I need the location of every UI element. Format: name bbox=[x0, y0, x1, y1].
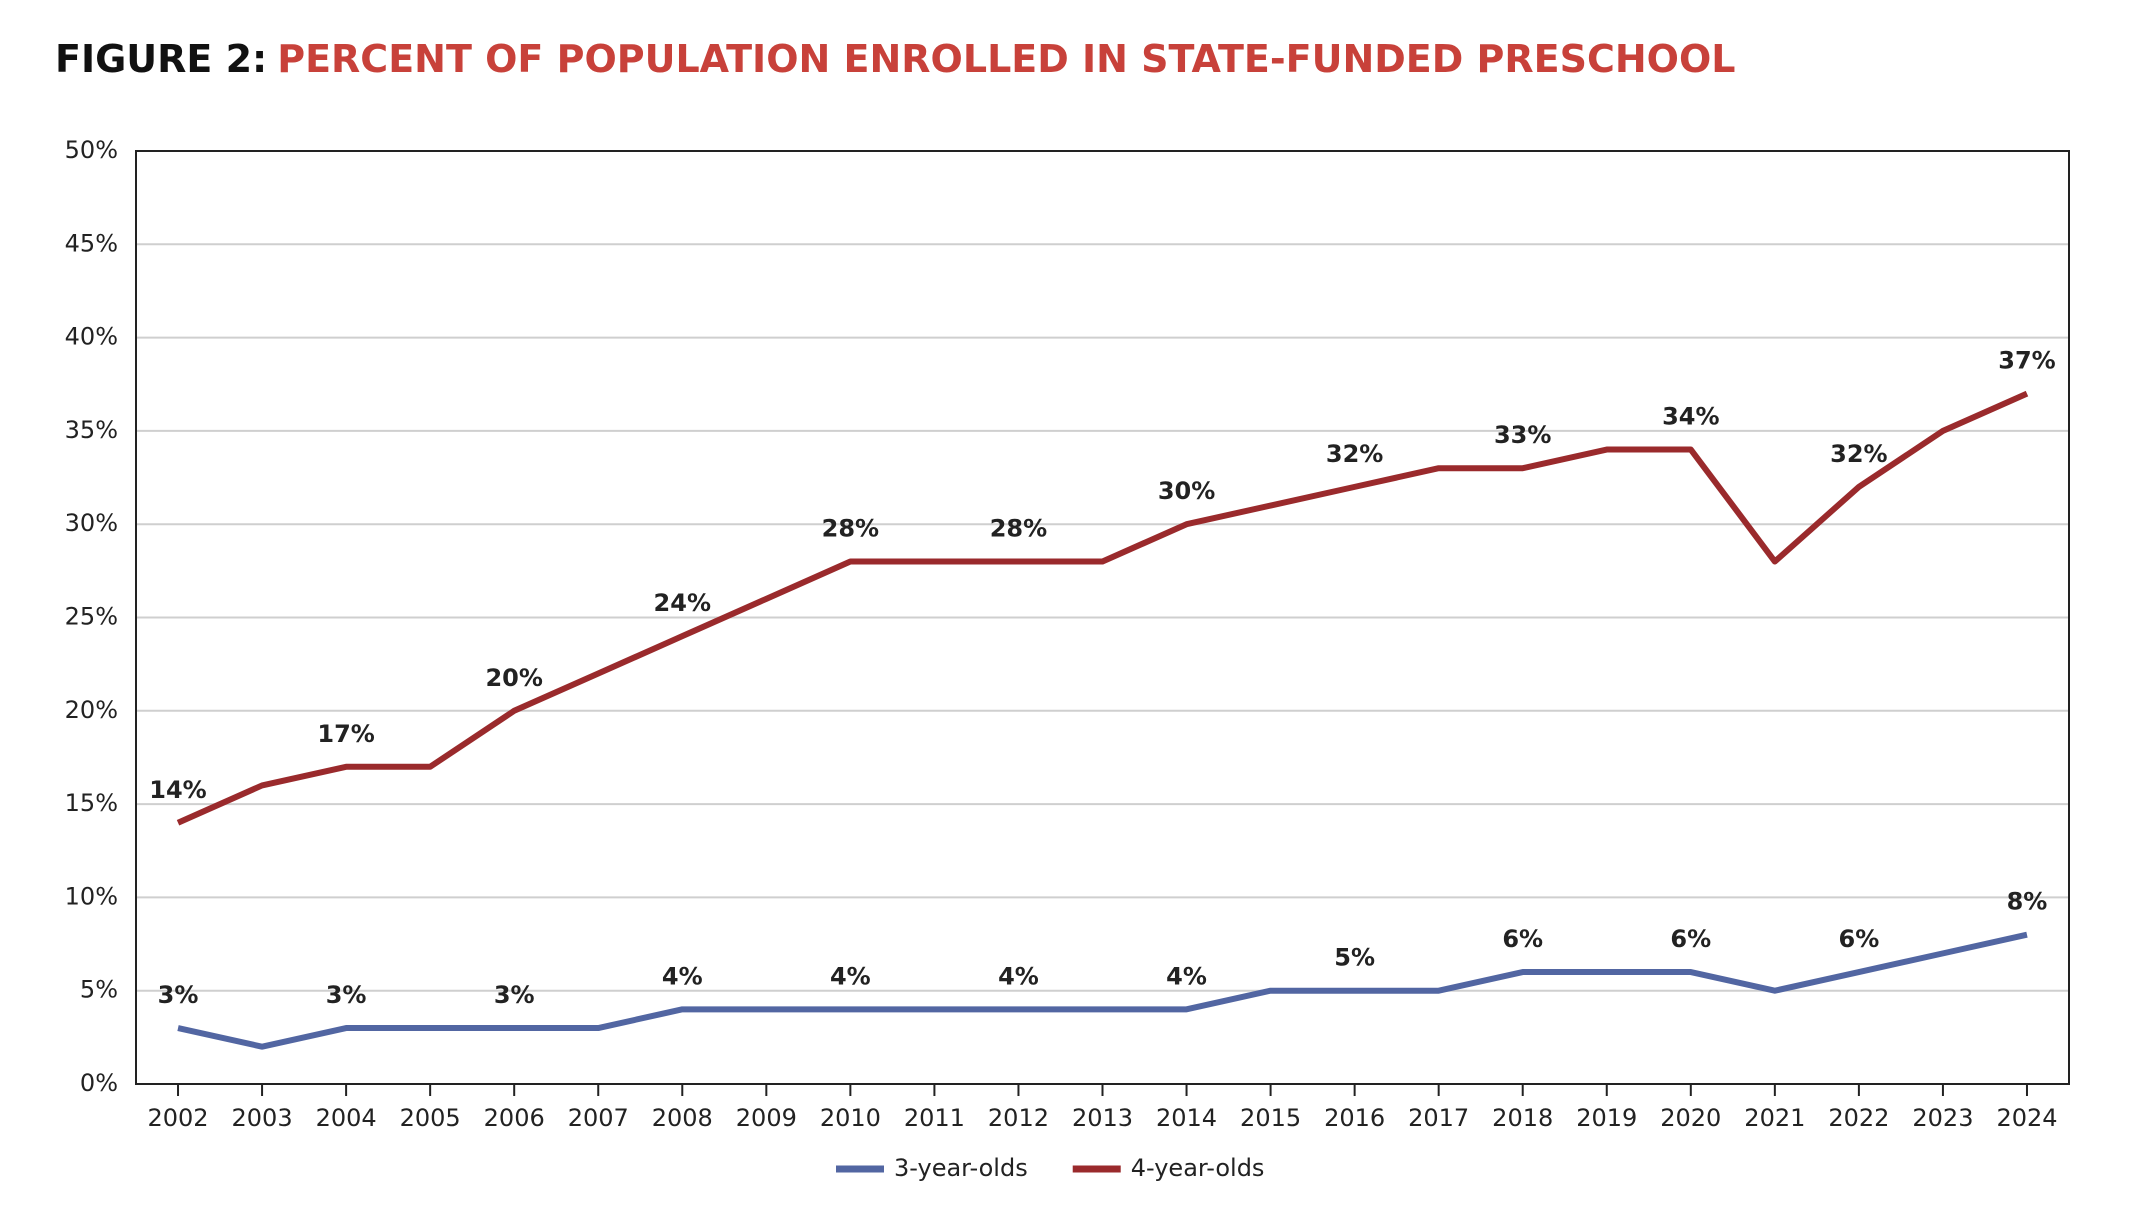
data-label: 3% bbox=[326, 981, 367, 1009]
legend-label: 3-year-olds bbox=[894, 1154, 1028, 1182]
x-tick-label: 2013 bbox=[1072, 1104, 1133, 1132]
data-label: 4% bbox=[662, 962, 703, 990]
data-label: 17% bbox=[317, 720, 374, 748]
series-line bbox=[177, 931, 2028, 1050]
x-tick-label: 2015 bbox=[1240, 1104, 1301, 1132]
legend-label: 4-year-olds bbox=[1131, 1154, 1265, 1182]
data-label: 32% bbox=[1326, 440, 1383, 468]
data-label: 20% bbox=[485, 664, 542, 692]
y-tick-label: 25% bbox=[65, 603, 118, 631]
data-label: 32% bbox=[1830, 440, 1887, 468]
x-tick-label: 2004 bbox=[316, 1104, 377, 1132]
x-tick-label: 2022 bbox=[1828, 1104, 1889, 1132]
y-tick-label: 15% bbox=[65, 789, 118, 817]
chart-title: PERCENT OF POPULATION ENROLLED IN STATE-… bbox=[277, 37, 1735, 81]
data-label: 3% bbox=[158, 981, 199, 1009]
data-label: 4% bbox=[830, 962, 871, 990]
series-line bbox=[176, 390, 2029, 826]
x-tick-label: 2010 bbox=[820, 1104, 881, 1132]
figure-label-text: FIGURE 2: bbox=[55, 37, 267, 81]
x-tick-label: 2008 bbox=[652, 1104, 713, 1132]
y-tick-label: 45% bbox=[65, 229, 118, 257]
x-tick-label: 2006 bbox=[484, 1104, 545, 1132]
x-tick-label: 2007 bbox=[568, 1104, 629, 1132]
x-tick-label: 2020 bbox=[1660, 1104, 1721, 1132]
x-tick-label: 2023 bbox=[1912, 1104, 1973, 1132]
x-tick-label: 2003 bbox=[232, 1104, 293, 1132]
data-label: 28% bbox=[990, 515, 1047, 543]
data-label: 5% bbox=[1334, 944, 1375, 972]
y-tick-label: 35% bbox=[65, 416, 118, 444]
y-tick-label: 30% bbox=[65, 509, 118, 537]
y-tick-label: 50% bbox=[65, 136, 118, 164]
data-label: 6% bbox=[1502, 925, 1543, 953]
data-label: 14% bbox=[149, 776, 206, 804]
data-label: 4% bbox=[1166, 962, 1207, 990]
data-label: 28% bbox=[822, 515, 879, 543]
data-label: 4% bbox=[998, 962, 1039, 990]
x-tick-label: 2011 bbox=[904, 1104, 965, 1132]
x-tick-label: 2019 bbox=[1576, 1104, 1637, 1132]
data-label: 6% bbox=[1670, 925, 1711, 953]
x-tick-label: 2016 bbox=[1324, 1104, 1385, 1132]
data-label: 6% bbox=[1839, 925, 1880, 953]
data-label: 3% bbox=[494, 981, 535, 1009]
x-tick-label: 2012 bbox=[988, 1104, 1049, 1132]
data-label: 30% bbox=[1158, 477, 1215, 505]
x-tick-label: 2024 bbox=[1996, 1104, 2057, 1132]
y-tick-label: 40% bbox=[65, 323, 118, 351]
x-tick-label: 2021 bbox=[1744, 1104, 1805, 1132]
x-tick-label: 2009 bbox=[736, 1104, 797, 1132]
x-tick-label: 2018 bbox=[1492, 1104, 1553, 1132]
x-tick-label: 2017 bbox=[1408, 1104, 1469, 1132]
data-label: 34% bbox=[1662, 403, 1719, 431]
y-tick-label: 20% bbox=[65, 696, 118, 724]
y-tick-label: 0% bbox=[80, 1069, 118, 1097]
x-tick-label: 2005 bbox=[400, 1104, 461, 1132]
y-tick-label: 10% bbox=[65, 882, 118, 910]
y-tick-label: 5% bbox=[80, 976, 118, 1004]
data-label: 24% bbox=[654, 589, 711, 617]
x-tick-label: 2014 bbox=[1156, 1104, 1217, 1132]
figure-label: FIGURE 2: PERCENT OF POPULATION ENROLLED … bbox=[55, 37, 1735, 81]
x-tick-label: 2002 bbox=[147, 1104, 208, 1132]
data-label: 33% bbox=[1494, 421, 1551, 449]
data-label: 8% bbox=[2007, 888, 2048, 916]
data-label: 37% bbox=[1998, 347, 2055, 375]
